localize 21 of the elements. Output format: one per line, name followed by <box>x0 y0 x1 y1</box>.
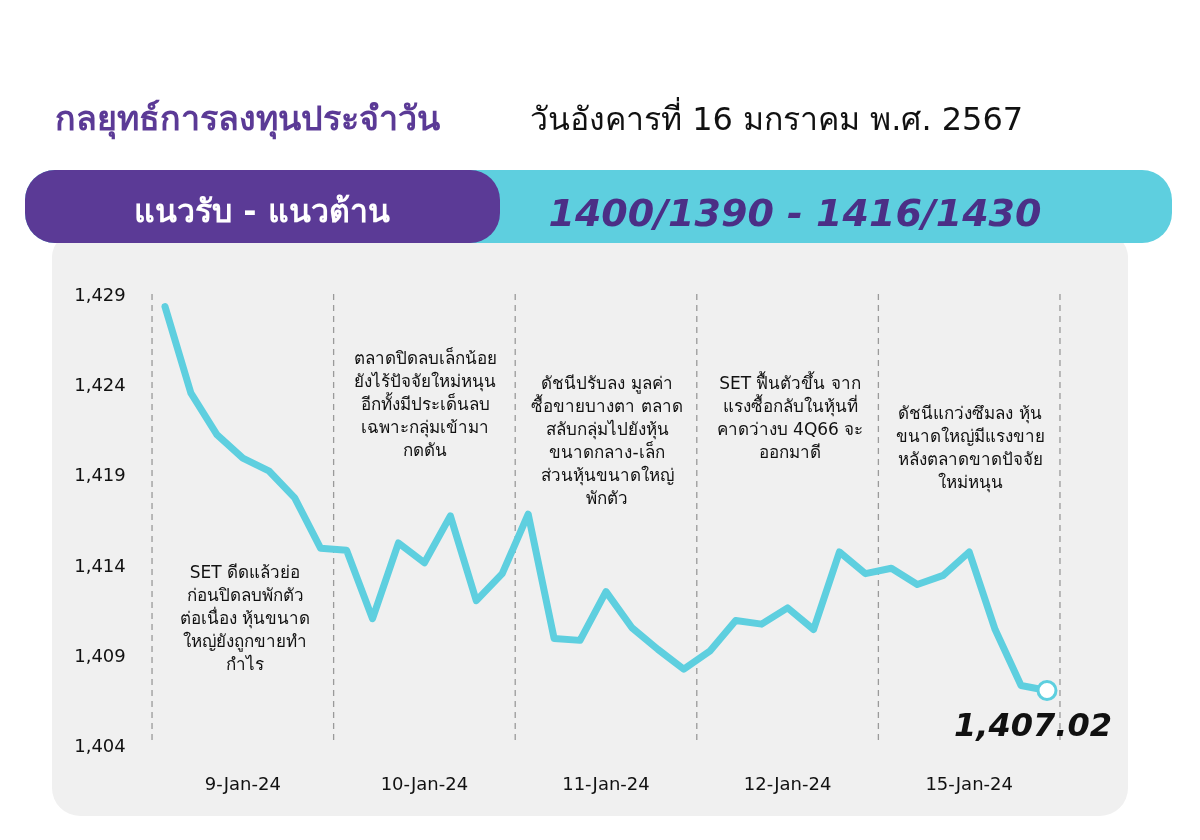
text: 1400/1390 - 1416/1430 <box>548 191 1042 235</box>
x-tick-label: 10-Jan-24 <box>380 773 469 794</box>
x-tick-label: 12-Jan-24 <box>743 773 832 794</box>
y-tick-label: 1,419 <box>74 464 126 486</box>
y-tick-label: 1,429 <box>74 284 126 305</box>
annotation: SET ฟื้นตัวขึ้น จาก แรงซื้อกลับในหุ้นที่ คาดว่างบ 4Q66 จะ ออกมาดี <box>716 371 864 462</box>
text: แนวรับ - แนวต้าน <box>134 192 390 230</box>
x-tick-label: 11-Jan-24 <box>562 773 650 794</box>
annotation: ตลาดปิดลบเล็กน้อย ยังไร้ปัจจัยใหม่หนุน อีกทั้งมีประเด็นลบ เฉพาะกลุ่มเข้ามา กดดัน <box>353 347 497 460</box>
annotation: ดัชนีปรับลง มูลค่า ซื้อขายบางตา ตลาด สลับกลุ่มไปยังหุ้น ขนาดกลาง-เล็ก ส่วนหุ้นขนาดใหญ่ พักตัว <box>531 373 683 508</box>
y-tick-label: 1,409 <box>74 644 126 666</box>
y-tick-label: 1,424 <box>74 374 126 396</box>
y-tick-label: 1,404 <box>74 735 126 756</box>
x-tick-label: 15-Jan-24 <box>925 773 1013 794</box>
y-tick-label: 1,414 <box>74 554 126 576</box>
data-label: 1,407.02 <box>954 705 1112 744</box>
chart-subtitle: วันอังคารที่ 16 มกราคม พ.ศ. 2567 <box>530 97 1024 138</box>
chart-title: กลยุทธ์การลงทุนประจำวัน <box>55 98 440 140</box>
annotation: ดัชนีแกว่งซึมลง หุ้น ขนาดใหญ่มีแรงขาย หลังตลาดขาดปัจจัย ใหม่หนุน <box>895 403 1045 493</box>
x-tick-label: 9-Jan-24 <box>204 773 281 794</box>
annotation: SET ดีดแล้วย่อ ก่อนปิดลบพักตัว ต่อเนื่อง หุ้นขนาด ใหญ่ยังถูกขายทำ กำไร <box>179 562 311 674</box>
